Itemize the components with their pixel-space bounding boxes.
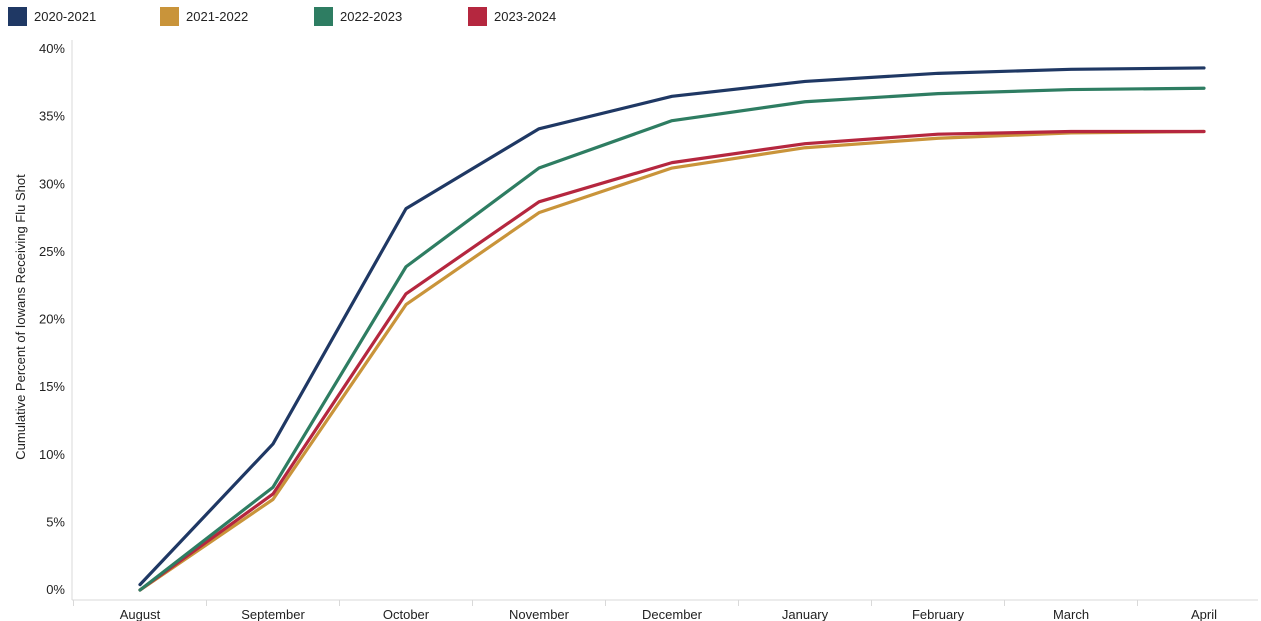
- legend-swatch-2020-2021: [8, 7, 27, 26]
- x-tick-label: March: [1053, 607, 1089, 621]
- y-tick-label: 5%: [46, 514, 65, 529]
- x-tick-label: October: [383, 607, 430, 621]
- legend-item-2020-2021: 2020-2021: [8, 7, 96, 26]
- legend-label-2022-2023: 2022-2023: [340, 9, 403, 24]
- legend-item-2023-2024: 2023-2024: [468, 7, 556, 26]
- x-tick-label: August: [120, 607, 161, 621]
- series-line-2022-2023: [138, 86, 1206, 592]
- x-tick-group: August September October November December Ja…: [73, 600, 1217, 621]
- x-tick-label: April: [1191, 607, 1217, 621]
- y-tick-label: 15%: [39, 379, 65, 394]
- legend-item-2021-2022: 2021-2022: [160, 7, 248, 26]
- y-tick-label: 30%: [39, 176, 65, 191]
- y-tick-label: 10%: [39, 447, 65, 462]
- legend-swatch-2021-2022: [160, 7, 179, 26]
- legend-item-2022-2023: 2022-2023: [314, 7, 402, 26]
- legend-swatch-2022-2023: [314, 7, 333, 26]
- x-tick-label: December: [642, 607, 703, 621]
- legend-label-2020-2021: 2020-2021: [34, 9, 97, 24]
- x-tick-label: September: [241, 607, 305, 621]
- series-group: [138, 66, 1206, 592]
- y-axis-title: Cumulative Percent of Iowans Receiving F…: [13, 174, 28, 460]
- x-tick-label: February: [912, 607, 965, 621]
- series-line-2023-2024: [138, 129, 1206, 592]
- legend-label-2021-2022: 2021-2022: [186, 9, 249, 24]
- x-tick-label: January: [782, 607, 829, 621]
- y-tick-group: 0% 5% 10% 15% 20% 25% 30% 35% 40%: [39, 41, 65, 597]
- y-tick-label: 0%: [46, 582, 65, 597]
- y-tick-label: 35%: [39, 109, 65, 124]
- y-tick-label: 40%: [39, 41, 65, 56]
- x-tick-label: November: [509, 607, 570, 621]
- legend-swatch-2023-2024: [468, 7, 487, 26]
- legend-label-2023-2024: 2023-2024: [494, 9, 557, 24]
- y-tick-label: 20%: [39, 312, 65, 327]
- series-line-2021-2022: [138, 129, 1206, 592]
- y-tick-label: 25%: [39, 244, 65, 259]
- series-line-2020-2021: [138, 66, 1206, 587]
